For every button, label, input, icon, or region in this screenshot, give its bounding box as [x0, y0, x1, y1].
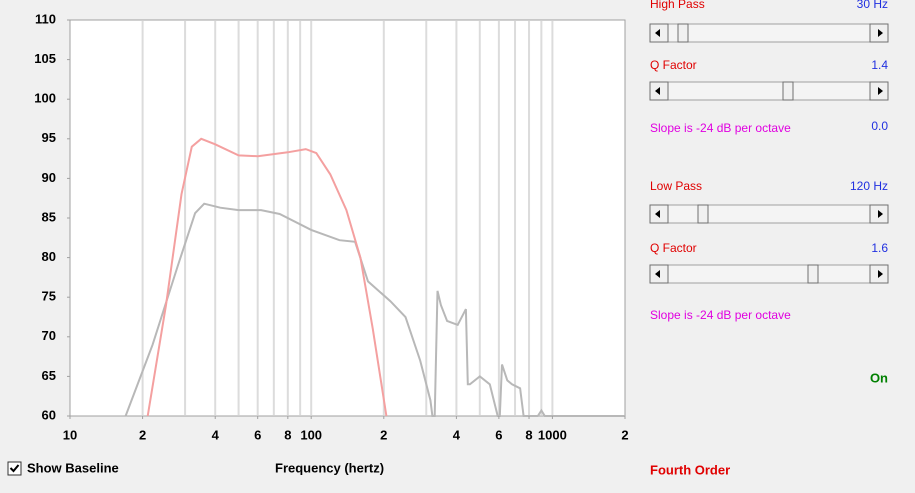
high-slope-value: 0.0	[871, 119, 888, 133]
low-pass-scrollbar[interactable]	[649, 204, 889, 224]
low-q-scrollbar[interactable]	[649, 264, 889, 284]
y-tick-label: 95	[42, 130, 56, 145]
curves	[124, 137, 625, 417]
high-q-scrollbar[interactable]	[649, 81, 889, 101]
y-tick-label: 85	[42, 209, 56, 224]
y-tick-label: 105	[34, 51, 56, 66]
y-tick-label: 100	[34, 91, 56, 106]
y-tick-label: 80	[42, 249, 56, 264]
y-tick-label: 60	[42, 407, 56, 422]
x-tick-label: 8	[525, 427, 532, 442]
low-pass-value: 120 Hz	[850, 179, 888, 193]
high-q-value: 1.4	[871, 58, 888, 72]
ticks: 60 65 70 75 80 85 90 95 100 105 110 10 2 4 6 8 100 2 4 6 8 10…	[34, 11, 628, 442]
x-tick-label: 4	[212, 427, 220, 442]
y-tick-label: 90	[42, 170, 56, 185]
low-q-value: 1.6	[871, 241, 888, 255]
y-tick-label: 70	[42, 328, 56, 343]
order-label: Fourth Order	[650, 462, 730, 477]
low-q-label: Q Factor	[650, 241, 697, 255]
x-tick-label: 6	[254, 427, 261, 442]
x-tick-label: 10	[63, 427, 77, 442]
x-tick-label: 2	[621, 427, 628, 442]
high-slope-label: Slope is -24 dB per octave	[650, 121, 791, 135]
low-slope-label: Slope is -24 dB per octave	[650, 308, 791, 322]
low-pass-label: Low Pass	[650, 179, 702, 193]
x-axis-label: Frequency (hertz)	[275, 460, 384, 475]
grid	[141, 21, 554, 415]
x-tick-label: 4	[453, 427, 461, 442]
plot-area	[69, 19, 626, 417]
x-tick-label: 2	[139, 427, 146, 442]
status: On	[870, 370, 888, 385]
x-tick-label: 1000	[538, 427, 567, 442]
y-tick-label: 75	[42, 289, 56, 304]
x-tick-label: 6	[495, 427, 502, 442]
baseline-label[interactable]: Show Baseline	[27, 460, 119, 475]
response-curve	[146, 137, 388, 417]
high-pass-scrollbar[interactable]	[649, 23, 889, 43]
x-tick-label: 8	[284, 427, 291, 442]
x-tick-label: 2	[380, 427, 387, 442]
high-pass-value: 30 Hz	[857, 0, 888, 11]
y-tick-label: 110	[35, 11, 56, 26]
checkmark	[9, 464, 20, 473]
x-tick-label: 100	[300, 427, 322, 442]
response-curve	[124, 202, 625, 417]
high-q-label: Q Factor	[650, 58, 697, 72]
y-tick-label: 65	[42, 368, 56, 383]
high-pass-label: High Pass	[650, 0, 705, 11]
